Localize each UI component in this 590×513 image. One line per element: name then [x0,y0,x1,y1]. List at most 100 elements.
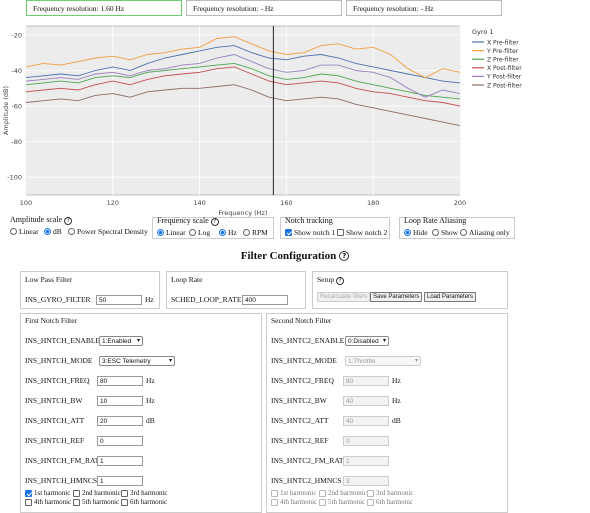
radio-selected-icon[interactable] [404,229,411,236]
ins-hntc2-mode-select[interactable]: 1:Throttle ▾ [345,356,421,366]
aliasing-hide-radio[interactable]: Hide [404,228,428,237]
second-notch-filter-title: Second Notch Filter [271,316,332,325]
series-line-z-post-filter[interactable] [25,84,461,127]
help-icon[interactable]: ? [64,217,73,225]
notch2-harmonic-6-checkbox[interactable]: 6th harmonic [367,498,413,506]
radio-icon[interactable] [68,228,75,235]
y-tick-label: -20 [11,31,22,39]
series-line-x-pre-filter[interactable] [25,45,461,84]
amplitude-db-radio[interactable]: dB [44,227,62,236]
notch2-harmonic-1-checkbox[interactable]: 1st harmonic [271,489,316,497]
notch1-harmonic-1-checkbox[interactable]: 1st harmonic [25,489,70,497]
x-tick-label: 180 [367,199,379,207]
frequency-rpm-radio[interactable]: RPM [243,228,268,237]
aliasing-show-radio[interactable]: Show [432,228,458,237]
notch2-harmonic-3-checkbox[interactable]: 3rd harmonic [367,489,414,497]
sched-loop-rate-input[interactable]: 400 [242,295,288,305]
checkbox-icon[interactable] [319,489,326,497]
ins-hntc2-mode-label: INS_HNTC2_MODE [271,356,337,365]
ins-hntc2-freq-input[interactable]: 80 [343,376,389,386]
ins-hntc2-att-input[interactable]: 40 [343,416,389,426]
checkbox-icon[interactable] [271,489,278,497]
frequency-log-radio[interactable]: Log [189,228,210,237]
checkbox-icon[interactable] [121,489,128,497]
ins-hntch-freq-label: INS_HNTCH_FREQ [25,376,90,385]
ins-hntc2-enable-select[interactable]: 0:Disabled ▾ [345,336,389,346]
ins-hntc2-hmncs-input[interactable]: 3 [343,476,389,486]
loop-rate-aliasing-title: Loop Rate Aliasing [404,216,467,225]
ins-hntc2-ref-label: INS_HNTC2_REF [271,436,329,445]
ins-hntch-freq-unit: Hz [146,376,155,385]
ins-hntch-enable-label: INS_HNTCH_ENABLE [25,336,100,345]
radio-icon[interactable] [432,229,439,236]
checkbox-checked-icon[interactable] [25,489,32,497]
ins-hntch-hmncs-label: INS_HNTCH_HMNCS [25,476,98,485]
show-notch-1-checkbox[interactable]: Show notch 1 [285,228,335,237]
ins-hntch-enable-select[interactable]: 1:Enabled ▾ [99,336,143,346]
load-parameters-button[interactable]: Load Parameters [424,292,477,302]
radio-icon[interactable] [189,229,196,236]
series-line-x-post-filter[interactable] [25,66,461,107]
frequency-hz-radio[interactable]: Hz [219,228,237,237]
save-parameters-button[interactable]: Save Parameters [370,292,423,302]
radio-selected-icon[interactable] [44,228,51,235]
notch2-harmonic-4-checkbox[interactable]: 4th harmonic [271,498,317,506]
x-tick-label: 140 [193,199,205,207]
checkbox-icon[interactable] [73,489,80,497]
ins-hntch-bw-input[interactable]: 10 [97,396,143,406]
checkbox-icon[interactable] [367,489,374,497]
help-icon[interactable]: ? [210,218,219,226]
radio-icon[interactable] [10,228,17,235]
radio-icon[interactable] [243,229,250,236]
y-tick-label: -60 [11,103,22,111]
legend-item[interactable]: Z Post-filter [487,82,522,89]
ins-hntc2-fm-rat-label: INS_HNTC2_FM_RAT [271,456,344,465]
series-line-y-pre-filter[interactable] [25,36,461,79]
fft-chart[interactable]: -20 -40 -60 -80 -100 100 120 140 160 180 200 Freque… [0,20,590,220]
ins-hntc2-ref-input[interactable]: 0 [343,436,389,446]
ins-hntch-hmncs-input[interactable]: 1 [97,476,143,486]
aliasing-only-radio[interactable]: Aliasing only [460,228,510,237]
legend-item[interactable]: Z Pre-filter [487,57,519,64]
plot-area[interactable] [25,25,461,196]
notch1-harmonic-3-checkbox[interactable]: 3rd harmonic [121,489,168,497]
notch-tracking-group: Notch tracking Show notch 1 Show notch 2 [280,216,390,239]
amplitude-psd-radio[interactable]: Power Spectral Density [68,227,148,236]
amplitude-linear-radio[interactable]: Linear [10,227,39,236]
series-line-z-pre-filter[interactable] [25,62,461,100]
notch2-harmonic-2-checkbox[interactable]: 2nd harmonic [319,489,367,497]
ins-hntch-att-input[interactable]: 20 [97,416,143,426]
series-line-y-post-filter[interactable] [25,54,461,98]
help-icon[interactable]: ? [335,277,344,285]
legend-item[interactable]: Y Pre-filter [486,48,519,55]
legend-item[interactable]: X Pre-filter [487,39,519,46]
sched-loop-rate-label: SCHED_LOOP_RATE [171,295,242,304]
notch1-harmonic-6-checkbox[interactable]: 6th harmonic [121,498,167,506]
radio-selected-icon[interactable] [157,229,164,236]
notch1-harmonic-5-checkbox[interactable]: 5th harmonic [73,498,119,506]
notch1-harmonic-2-checkbox[interactable]: 2nd harmonic [73,489,121,497]
ins-hntch-freq-input[interactable]: 80 [97,376,143,386]
help-icon[interactable]: ? [339,251,350,262]
ins-hntch-mode-select[interactable]: 3:ESC Telemetry ▾ [99,356,175,366]
legend-item[interactable]: X Post-filter [487,65,522,72]
legend-item[interactable]: Y Post-filter [486,74,522,81]
recalculate-filters-button[interactable]: Recalculate filters [317,292,371,302]
show-notch-2-checkbox[interactable]: Show notch 2 [337,228,387,237]
ins-hntc2-bw-input[interactable]: 40 [343,396,389,406]
legend-title: Gyro 1 [472,28,494,36]
notch2-harmonic-5-checkbox[interactable]: 5th harmonic [319,498,365,506]
radio-selected-icon[interactable] [219,229,226,236]
y-tick-label: -80 [11,138,22,146]
ins-hntc2-bw-label: INS_HNTC2_BW [271,396,327,405]
ins-hntch-fm-rat-input[interactable]: 1 [97,456,143,466]
ins-hntch-ref-input[interactable]: 0 [97,436,143,446]
ins-hntch-bw-label: INS_HNTCH_BW [25,396,83,405]
radio-icon[interactable] [460,229,467,236]
checkbox-icon[interactable] [337,229,344,236]
ins-gyro-filter-input[interactable]: 50 [96,295,142,305]
notch1-harmonic-4-checkbox[interactable]: 4th harmonic [25,498,71,506]
checkbox-checked-icon[interactable] [285,229,292,236]
ins-hntc2-fm-rat-input[interactable]: 1 [343,456,389,466]
frequency-linear-radio[interactable]: Linear [157,228,186,237]
